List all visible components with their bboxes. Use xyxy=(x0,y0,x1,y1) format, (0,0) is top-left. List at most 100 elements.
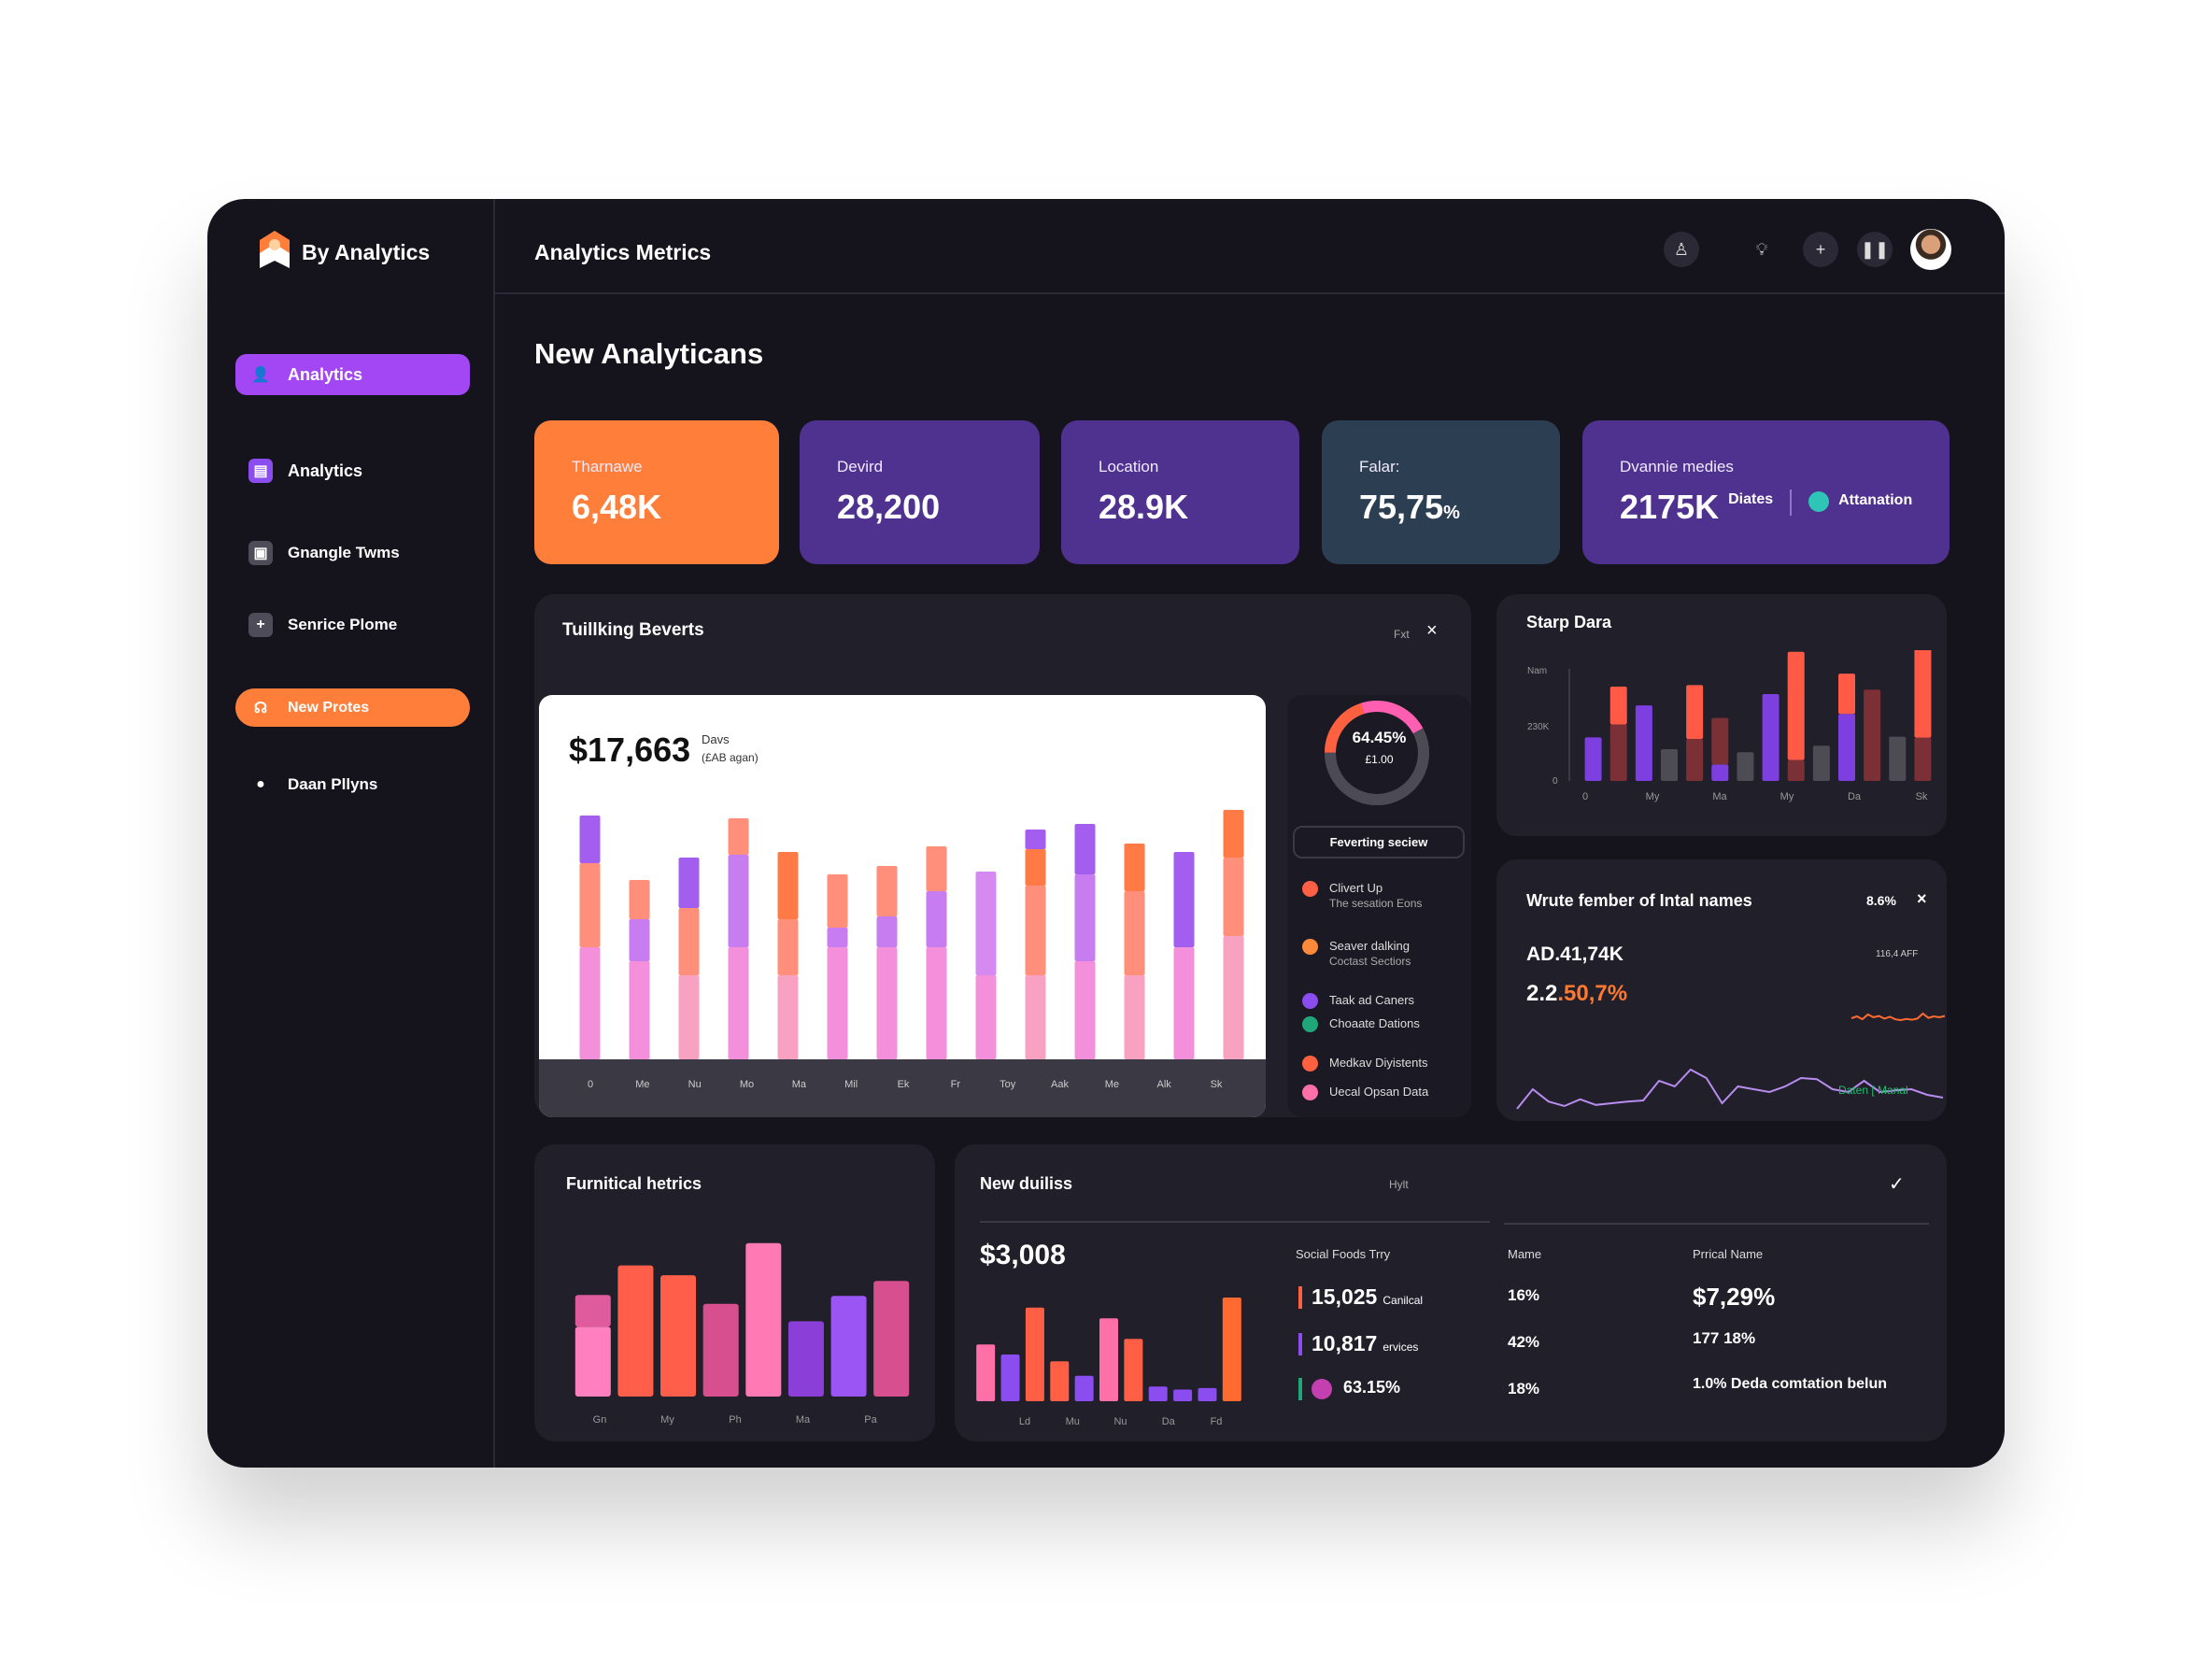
bar-segment xyxy=(1787,651,1805,760)
kpi-card-dvannie-medies[interactable]: Dvannie medies 2175K Diates Attanation xyxy=(1582,420,1950,564)
kpi-card-devird[interactable]: Devird 28,200 xyxy=(800,420,1040,564)
lamp-icon[interactable]: ♙ xyxy=(1664,232,1699,267)
kpi-card-falar[interactable]: Falar: 75,75% xyxy=(1322,420,1560,564)
check-icon[interactable]: ✓ xyxy=(1889,1174,1905,1195)
bar-segment xyxy=(1025,886,1046,975)
close-icon[interactable]: × xyxy=(1426,620,1438,641)
tracking-amount: $17,663 xyxy=(569,731,691,769)
bar-segment xyxy=(827,874,848,928)
legend-label: Seaver dalking xyxy=(1329,939,1410,953)
donut-segment xyxy=(1325,701,1429,805)
pause-icon[interactable]: ❚❚ xyxy=(1857,232,1893,267)
bar-segment xyxy=(1025,1307,1044,1401)
divider xyxy=(980,1221,1490,1223)
legend-label: Uecal Opsan Data xyxy=(1329,1085,1429,1099)
logo-icon xyxy=(258,231,291,270)
axis-tick-label: Alk xyxy=(1157,1079,1172,1090)
bar-segment xyxy=(1864,689,1881,781)
bar-segment xyxy=(629,880,650,919)
list-unit: ervices xyxy=(1382,1341,1419,1354)
axis-tick-label: Ph xyxy=(729,1414,741,1426)
duiliss-chart: Ld Mu Nu Da Fd xyxy=(976,1297,1241,1427)
sidebar-item-gnangle-twms[interactable]: ▣ Gnangle Twms xyxy=(235,532,470,574)
close-icon[interactable]: × xyxy=(1917,889,1927,908)
tracking-bars: 0 Me Nu Mo Ma Mil Ek Fr Toy Aak Me Alk Sk xyxy=(579,810,1244,1090)
legend-dot xyxy=(1302,1016,1318,1032)
kpi-card-tharnawe[interactable]: Tharnawe 6,48K xyxy=(534,420,779,564)
legend-item[interactable]: Medkav Diyistents xyxy=(1302,1055,1427,1071)
list-value: 63.15% xyxy=(1343,1378,1401,1397)
axis-tick-label: Gn xyxy=(593,1414,607,1426)
wrute-panel: Wrute fember of Intal names 8.6% × AD.41… xyxy=(1496,859,1947,1121)
legend-item[interactable]: Seaver dalking Coctast Sectiors xyxy=(1302,938,1411,970)
wrute-title: Wrute fember of Intal names xyxy=(1526,891,1752,910)
legend-item[interactable]: Choaate Dations xyxy=(1302,1015,1420,1032)
headset-icon: ☊ xyxy=(253,700,268,716)
plus-icon[interactable]: + xyxy=(1803,232,1838,267)
axis-tick-label: Me xyxy=(1105,1079,1119,1090)
person-icon: ● xyxy=(256,776,265,792)
bar-segment xyxy=(629,961,650,1059)
axis-tick-label: Fd xyxy=(1211,1416,1223,1427)
bar-segment xyxy=(926,846,947,891)
axis-tick-label: Pa xyxy=(864,1414,877,1426)
legend-sub: The sesation Eons xyxy=(1329,897,1423,910)
avatar[interactable] xyxy=(1910,229,1951,270)
axis-tick-label: Ld xyxy=(1019,1416,1030,1427)
furnitical-panel: Furnitical hetrics Gn My Ph Ma Pa xyxy=(534,1144,935,1441)
page-title: New Analyticans xyxy=(534,337,764,370)
legend-item[interactable]: Uecal Opsan Data xyxy=(1302,1084,1428,1100)
bar-segment xyxy=(1609,724,1627,781)
sidebar-item-daan-pllyns[interactable]: ● Daan Pllyns xyxy=(235,764,470,805)
bar-segment xyxy=(728,947,749,1059)
axis-tick-label: Mo xyxy=(740,1079,754,1090)
legend-item[interactable]: Clivert Up The sesation Eons xyxy=(1302,880,1422,912)
profile-card-icon: ▣ xyxy=(248,541,273,565)
list-item: 10,817 ervices xyxy=(1298,1331,1418,1356)
bar-segment xyxy=(777,975,799,1059)
bar-segment xyxy=(1222,1297,1241,1401)
bar-segment xyxy=(1737,752,1754,781)
bar-segment xyxy=(1148,1386,1168,1401)
bar-segment xyxy=(1074,874,1096,961)
lightbulb-icon[interactable]: 💡︎ xyxy=(1755,239,1768,259)
legend-item[interactable]: Taak ad Caners xyxy=(1302,992,1414,1009)
bar-segment xyxy=(660,1275,697,1397)
duiliss-filter[interactable]: Hylt xyxy=(1389,1178,1409,1191)
list-value: 10,817 xyxy=(1312,1331,1378,1355)
column-header: Prrical Name xyxy=(1693,1247,1764,1261)
starp-chart: 0 230K Nam 0 My Ma My Da Sk xyxy=(1527,650,1932,802)
sidebar-item-analytics[interactable]: ▤ Analytics xyxy=(235,450,470,491)
axis-tick-label: Mil xyxy=(844,1079,858,1090)
wrute-footnote: Daten [ Manal xyxy=(1838,1084,1908,1097)
bar-segment xyxy=(574,1326,611,1397)
axis-tick-label: My xyxy=(1646,791,1660,802)
feverting-seciew-button[interactable]: Feverting seciew xyxy=(1293,826,1465,858)
axis-tick-label: Toy xyxy=(1000,1079,1016,1090)
bar-segment xyxy=(1584,737,1602,781)
bar-segment xyxy=(745,1242,782,1397)
sidebar-item-analytics-active[interactable]: 👤 Analytics xyxy=(235,354,470,395)
bar-segment xyxy=(777,852,799,919)
sidebar-item-new-protes[interactable]: ☊ New Protes xyxy=(235,688,470,727)
axis-tick-label: Da xyxy=(1848,791,1862,802)
furnitical-title: Furnitical hetrics xyxy=(566,1174,702,1193)
wrute-side-label: 116,4 AFF xyxy=(1876,949,1919,959)
bar-segment xyxy=(579,863,601,947)
legend-label: Medkav Diyistents xyxy=(1329,1056,1428,1070)
bar-segment xyxy=(876,947,898,1059)
sidebar-item-senrice-plome[interactable]: + Senrice Plome xyxy=(235,604,470,645)
bar-segment xyxy=(678,975,700,1059)
legend-label: Taak ad Caners xyxy=(1329,993,1415,1007)
bar-segment xyxy=(1223,936,1244,1059)
table-cell: 42% xyxy=(1508,1333,1540,1351)
table-cell: 16% xyxy=(1508,1286,1540,1304)
bar-segment xyxy=(678,908,700,975)
kpi-card-location[interactable]: Location 28.9K xyxy=(1061,420,1299,564)
bar-segment xyxy=(1838,674,1855,715)
bar-segment xyxy=(728,855,749,947)
bar-segment xyxy=(579,947,601,1059)
line-series xyxy=(1850,1012,1946,1022)
bar-segment xyxy=(1173,947,1195,1059)
tracking-action[interactable]: Fxt xyxy=(1394,628,1410,641)
